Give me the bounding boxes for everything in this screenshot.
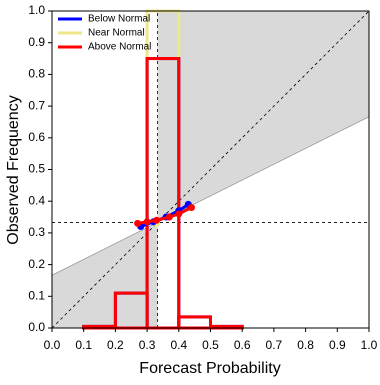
histogram-bar (177, 315, 213, 330)
legend-text: Above Normal (88, 42, 151, 53)
y-tick-label: 0.0 (28, 320, 45, 334)
reliability-point (134, 219, 142, 227)
reliability-point (153, 216, 161, 224)
y-tick-label: 0.5 (28, 162, 45, 176)
x-tick-label: 0.1 (75, 338, 92, 352)
y-tick-label: 1.0 (28, 3, 45, 17)
y-axis-title: Observed Frequency (5, 95, 22, 244)
y-tick-label: 0.7 (28, 98, 45, 112)
no-skill-line (51, 116, 370, 276)
histogram-bar (177, 315, 213, 330)
x-tick-label: 0.0 (44, 338, 61, 352)
x-tick-label: 0.2 (107, 338, 124, 352)
diagonal (51, 10, 370, 329)
reliability-point (165, 213, 173, 221)
x-tick-label: 0.7 (266, 338, 283, 352)
y-tick-label: 0.8 (28, 67, 45, 81)
x-axis-title: Forecast Probability (139, 360, 280, 377)
x-tick-label: 0.4 (170, 338, 187, 352)
x-tick-label: 0.3 (139, 338, 156, 352)
y-tick-label: 0.6 (28, 130, 45, 144)
reliability-point (187, 204, 195, 212)
y-tick-label: 0.9 (28, 35, 45, 49)
y-tick-label: 0.4 (28, 193, 45, 207)
x-tick-label: 0.8 (297, 338, 314, 352)
legend-text: Near Normal (88, 28, 145, 39)
y-tick-label: 0.1 (28, 288, 45, 302)
x-tick-label: 0.9 (329, 338, 346, 352)
y-tick-label: 0.2 (28, 257, 45, 271)
x-tick-label: 0.6 (234, 338, 251, 352)
y-tick-label: 0.3 (28, 225, 45, 239)
legend-text: Below Normal (88, 14, 150, 25)
reliability-point (175, 210, 183, 218)
x-tick-label: 1.0 (361, 338, 378, 352)
x-tick-label: 0.5 (202, 338, 219, 352)
reliability-point (143, 218, 151, 226)
